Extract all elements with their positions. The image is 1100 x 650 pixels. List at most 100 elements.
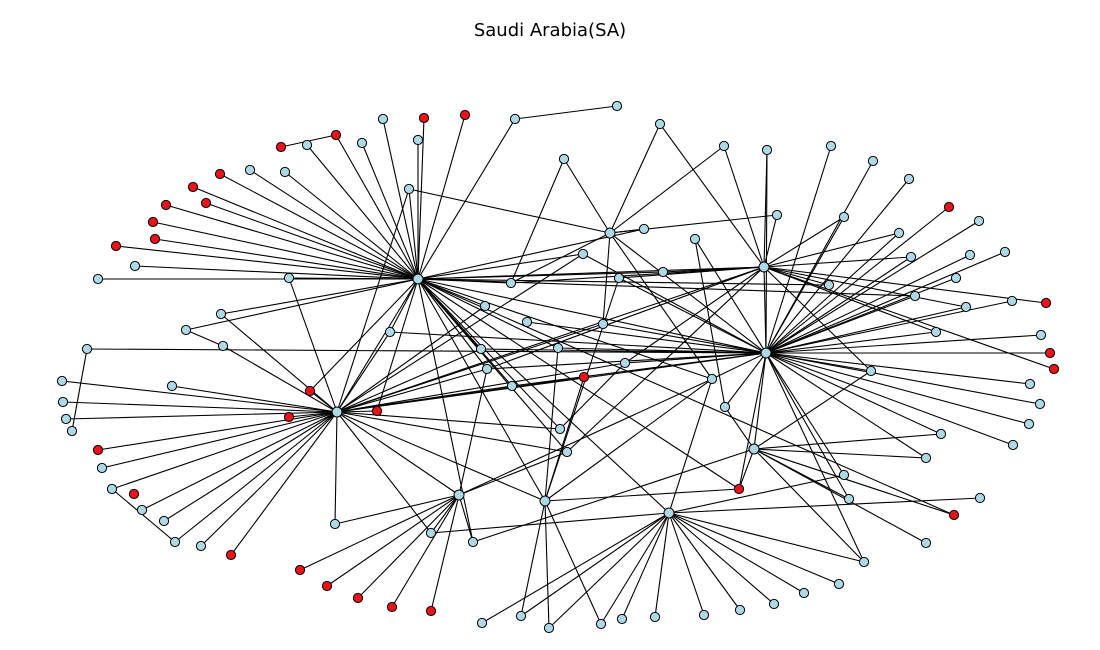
graph-edge xyxy=(219,173,419,280)
graph-edge xyxy=(417,271,664,280)
graph-node xyxy=(279,166,291,178)
graph-node xyxy=(1035,329,1047,341)
graph-node xyxy=(215,308,227,320)
graph-node xyxy=(481,363,493,375)
graph-node xyxy=(718,140,730,152)
graph-edge xyxy=(326,494,460,587)
graph-edge xyxy=(609,145,725,234)
graph-edge xyxy=(200,411,338,547)
graph-edge xyxy=(765,352,1014,446)
graph-edge xyxy=(357,494,460,599)
graph-node xyxy=(577,248,589,260)
graph-edge xyxy=(417,278,767,354)
graph-edge xyxy=(299,494,460,571)
graph-edge xyxy=(86,348,767,354)
graph-edge xyxy=(602,323,767,354)
graph-node xyxy=(467,536,479,548)
highlighted-node xyxy=(425,605,437,617)
graph-edge xyxy=(765,352,872,372)
graph-edge xyxy=(765,149,768,354)
graph-edge xyxy=(336,348,482,413)
graph-node xyxy=(833,578,845,590)
graph-edge xyxy=(417,278,561,430)
graph-node xyxy=(734,604,746,616)
graph-edge xyxy=(765,352,1030,425)
graph-edge xyxy=(336,411,460,496)
graph-edge xyxy=(205,202,419,280)
graph-edge xyxy=(763,266,1055,370)
graph-edge xyxy=(765,145,832,354)
graph-edge xyxy=(336,331,391,413)
graph-edge xyxy=(738,352,767,490)
graph-edge xyxy=(249,169,419,280)
graph-edge xyxy=(763,266,937,333)
graph-node xyxy=(771,209,783,221)
graph-edge xyxy=(97,411,338,451)
graph-edge xyxy=(192,186,419,280)
graph-edge xyxy=(763,266,767,354)
graph-edge xyxy=(763,266,830,286)
highlighted-node xyxy=(386,601,398,613)
highlighted-node xyxy=(459,109,471,121)
graph-node xyxy=(509,113,521,125)
graph-edge xyxy=(336,368,488,413)
graph-node xyxy=(515,610,527,622)
graph-edge xyxy=(753,352,767,450)
graph-edge xyxy=(753,370,872,450)
graph-node xyxy=(935,428,947,440)
graph-edge xyxy=(458,451,568,496)
graph-edge xyxy=(600,512,670,625)
graph-edge xyxy=(520,512,670,617)
graph-edge xyxy=(336,411,546,502)
hub-node xyxy=(748,443,760,455)
graph-node xyxy=(838,469,850,481)
graph-edge xyxy=(163,411,338,522)
graph-edge xyxy=(389,331,767,354)
graph-edge xyxy=(510,266,765,284)
graph-node xyxy=(768,598,780,610)
highlighted-node xyxy=(225,549,237,561)
graph-edge xyxy=(711,352,767,380)
graph-edge xyxy=(763,214,778,268)
highlighted-node xyxy=(1048,363,1060,375)
graph-node xyxy=(903,173,915,185)
graph-node xyxy=(893,227,905,239)
graph-edge xyxy=(765,334,1042,354)
graph-edge xyxy=(306,144,419,280)
graph-node xyxy=(377,113,389,125)
graph-node xyxy=(92,273,104,285)
graph-edge xyxy=(230,411,338,556)
graph-node xyxy=(657,266,669,278)
graph-edge xyxy=(668,512,865,563)
graph-edge xyxy=(336,411,432,534)
graph-node xyxy=(180,324,192,336)
highlighted-node xyxy=(128,488,140,500)
graph-edge xyxy=(417,278,830,286)
graph-node xyxy=(1023,418,1035,430)
graph-edge xyxy=(609,232,713,380)
graph-edge xyxy=(559,362,626,430)
graph-edge xyxy=(62,401,338,413)
graph-edge xyxy=(336,323,604,413)
graph-edge xyxy=(185,278,419,331)
graph-node xyxy=(329,518,341,530)
hub-node xyxy=(663,507,675,519)
graph-edge xyxy=(336,278,419,413)
graph-edge xyxy=(765,277,957,354)
graph-edge xyxy=(417,278,474,543)
graph-edge xyxy=(430,494,460,612)
graph-node xyxy=(638,223,650,235)
graph-edge xyxy=(185,329,224,347)
graph-edge xyxy=(417,278,955,516)
graph-node xyxy=(867,155,879,167)
graph-node xyxy=(649,611,661,623)
graph-node xyxy=(597,318,609,330)
highlighted-node xyxy=(371,405,383,417)
highlighted-node xyxy=(187,181,199,193)
graph-edge xyxy=(624,266,765,364)
graph-edge xyxy=(548,512,670,629)
graph-node xyxy=(798,587,810,599)
graph-edge xyxy=(61,380,338,413)
graph-edge xyxy=(335,134,419,280)
graph-node xyxy=(1024,378,1036,390)
